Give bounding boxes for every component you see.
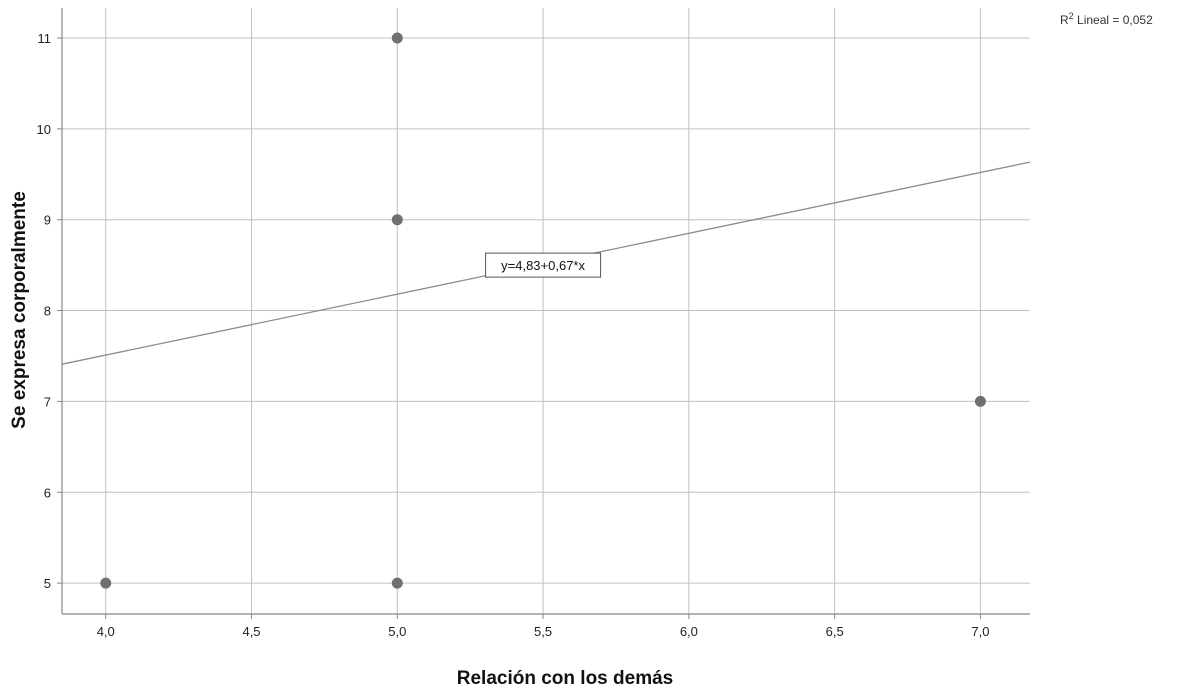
fit-equation-box	[485, 252, 602, 278]
data-point	[391, 577, 403, 589]
grid-lines	[62, 8, 1030, 614]
y-tick-label: 10	[37, 122, 51, 137]
fit-equation-label: y=4,83+0,67*x	[485, 252, 602, 278]
x-axis-title: Relación con los demás	[457, 668, 673, 689]
r2-prefix: R	[1060, 13, 1069, 27]
data-point	[974, 395, 986, 407]
tick-labels: 4,0 4,5 5,0 5,5 6,0 6,5 7,0 5 6 7 8 9 10 11	[37, 31, 990, 639]
data-point	[100, 577, 112, 589]
y-tick-label: 6	[44, 485, 51, 500]
x-tick-label: 6,0	[680, 624, 698, 639]
data-points	[100, 32, 986, 589]
r2-value-text: Lineal = 0,052	[1074, 13, 1153, 27]
fit-equation-text: y=4,83+0,67*x	[501, 258, 585, 273]
x-tick-label: 7,0	[971, 624, 989, 639]
x-tick-label: 6,5	[826, 624, 844, 639]
x-tick-label: 4,0	[97, 624, 115, 639]
y-tick-label: 9	[44, 213, 51, 228]
data-point	[391, 214, 403, 226]
y-tick-label: 5	[44, 576, 51, 591]
y-axis-title: Se expresa corporalmente	[9, 191, 30, 429]
y-tick-label: 11	[38, 31, 52, 46]
r2-annotation: R2 Lineal = 0,052	[1060, 11, 1153, 27]
x-tick-label: 5,0	[388, 624, 406, 639]
axes	[57, 8, 1030, 619]
x-tick-label: 4,5	[242, 624, 260, 639]
y-tick-label: 7	[44, 394, 51, 409]
y-tick-label: 8	[44, 304, 51, 319]
x-tick-label: 5,5	[534, 624, 552, 639]
data-point	[391, 32, 403, 44]
r2-superscript: 2	[1069, 11, 1074, 21]
